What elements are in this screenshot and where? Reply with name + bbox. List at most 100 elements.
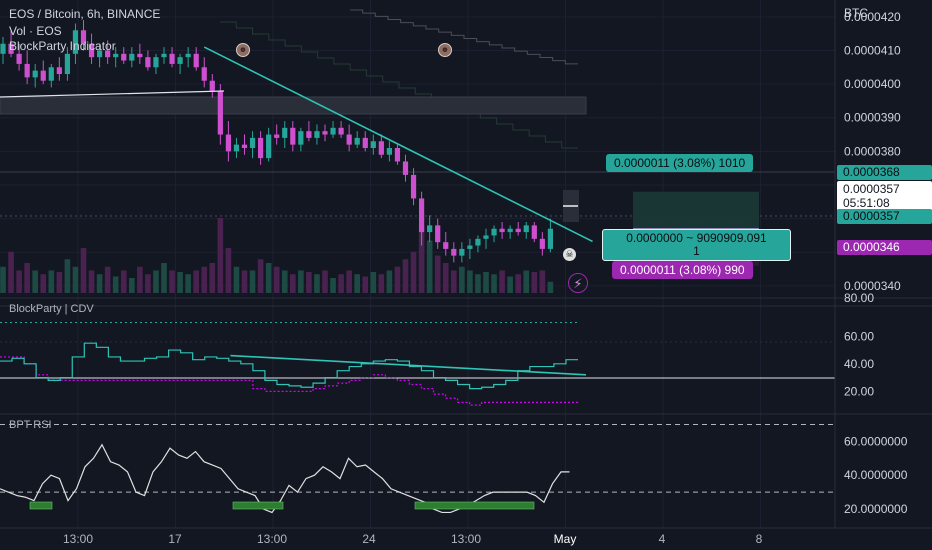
volume-bar [169,270,175,293]
volume-bar [129,278,135,293]
candle-body [193,53,199,68]
candle-body [233,144,240,152]
volume-bar [539,270,546,293]
bear-badge-icon[interactable]: ☻ [236,43,250,57]
volume-bar [322,270,328,293]
volume-bar [8,251,14,293]
volume-bar [225,248,232,293]
volume-bar [249,270,256,293]
candle-body [483,235,489,239]
volume-bar [378,274,385,293]
position-ratio-line1: 0.0000000 ~ 9090909.091 [626,231,767,245]
candle-body [137,53,143,58]
time-axis-label: 8 [756,532,763,546]
volume-bar [193,270,199,293]
candle-body [266,134,272,159]
candle-body [48,67,54,81]
candle-body [201,67,207,81]
time-axis-label: May [554,532,577,546]
volume-bar [72,266,79,293]
volume-bar [281,270,288,293]
rsi-signal-bar [29,501,53,510]
volume-bar [475,274,481,293]
rsi-pane [0,423,835,514]
resistance-zone [0,96,587,115]
candle-body [523,225,529,233]
price-overlays [0,46,593,243]
position-ratio-line2: 1 [693,244,700,258]
volume-bar [467,270,473,293]
volume-bar [0,266,6,293]
price-axis-tick-label: 0.0000420 [844,10,901,24]
candle-body [394,148,401,162]
volume-bar [298,270,304,293]
candle-body [8,43,14,54]
volume-bar [40,274,47,293]
rsi-pane-title[interactable]: BPT RSI [9,419,52,431]
volume-bar [161,263,167,293]
price-axis-tick-label: 0.0000400 [844,77,901,91]
candle-body [507,228,513,233]
volume-bar [314,274,320,293]
volume-bar [426,240,433,293]
volume-bar [265,263,272,293]
volume-bar [386,270,393,293]
candle-body [410,174,417,199]
skull-badge-icon[interactable]: ☠ [563,248,576,261]
indicator-legend[interactable]: BlockParty Indicator [9,39,116,53]
volume-bar [362,276,369,293]
volume-legend[interactable]: Vol · EOS [9,24,62,38]
volume-bar [16,270,22,293]
candle-body [443,242,449,249]
last-price-tag: 0.0000357 05:51:08 [837,181,932,211]
volume-bar [346,270,352,293]
lightning-icon[interactable]: ⚡ [568,273,588,293]
volume-bar [459,266,465,293]
cdv-axis-tick-label: 80.00 [844,291,874,305]
candle-body [290,127,296,145]
volume-bar [153,270,159,293]
candle-body [105,50,111,58]
bear-badge-icon[interactable]: ☻ [438,43,452,57]
volume-bar [418,225,425,293]
symbol-title[interactable]: EOS / Bitcoin, 6h, BINANCE [9,7,161,21]
time-axis-label: 24 [362,532,376,546]
candle-body [258,137,264,159]
volume-bars [0,218,554,293]
candle-body [491,228,497,236]
candle-body [113,53,119,58]
candle-body [451,248,457,256]
candles [0,20,553,263]
position-target-label[interactable]: 0.0000011 (3.08%) 1010 [606,154,754,172]
price-axis-tick-label: 0.0000410 [844,43,901,57]
candle-body [0,43,6,54]
candle-body [161,53,167,58]
candle-body [64,53,70,74]
volume-bar [491,274,497,293]
cdv-upper-series [0,342,578,390]
candle-body [435,225,441,243]
axis-currency-label: BTC [844,6,868,20]
candle-body [547,228,553,249]
time-axis-label: 13:00 [451,532,481,546]
price-axis-tick-label: 0.0000390 [844,111,901,125]
candle-body [169,53,175,64]
position-stop-label[interactable]: 0.0000011 (3.08%) 990 [612,261,753,279]
cdv-pane-title[interactable]: BlockParty | CDV [9,303,94,315]
candle-body [145,57,151,68]
volume-bar [24,263,30,293]
candle-body [539,238,545,249]
volume-bar [112,276,119,293]
position-ratio-label[interactable]: 0.0000000 ~ 9090909.091 1 [602,229,791,261]
candle-body [153,57,159,68]
candle-body [338,127,344,135]
volume-bar [96,274,103,293]
volume-bar [547,281,554,293]
volume-bar [515,274,521,293]
volume-bar [531,272,538,293]
volume-bar [442,263,449,293]
last-price-value: 0.0000357 [843,182,900,196]
volume-bar [273,266,280,293]
